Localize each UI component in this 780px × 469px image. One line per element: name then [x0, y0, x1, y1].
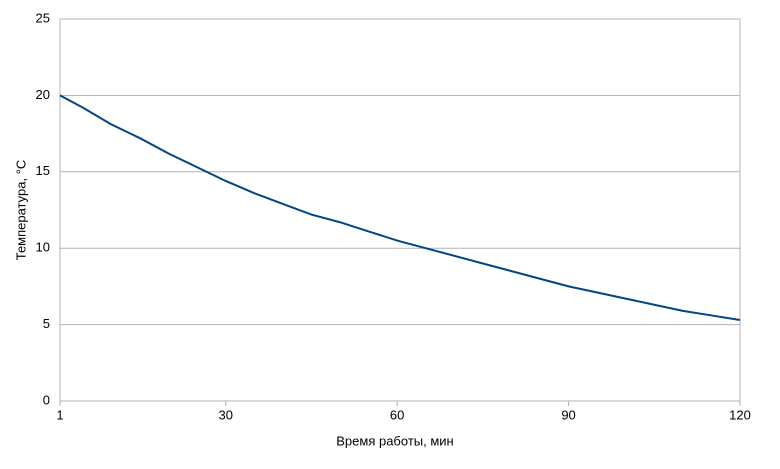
- y-tick-label: 0: [43, 392, 50, 407]
- x-tick-label: 1: [56, 407, 63, 422]
- data-line: [59, 94, 741, 322]
- x-axis-label: Время работы, мин: [336, 433, 453, 448]
- x-tick-label: 60: [390, 407, 404, 422]
- y-axis-label: Температура, °C: [13, 160, 28, 261]
- y-tick-label: 5: [43, 316, 50, 331]
- y-tick-label: 20: [36, 87, 50, 102]
- x-tick-label: 120: [729, 407, 751, 422]
- x-tick-label: 90: [561, 407, 575, 422]
- y-tick-label: 10: [36, 240, 50, 255]
- y-tick-label: 25: [36, 10, 50, 25]
- y-tick-label: 15: [36, 163, 50, 178]
- x-tick-label: 30: [218, 407, 232, 422]
